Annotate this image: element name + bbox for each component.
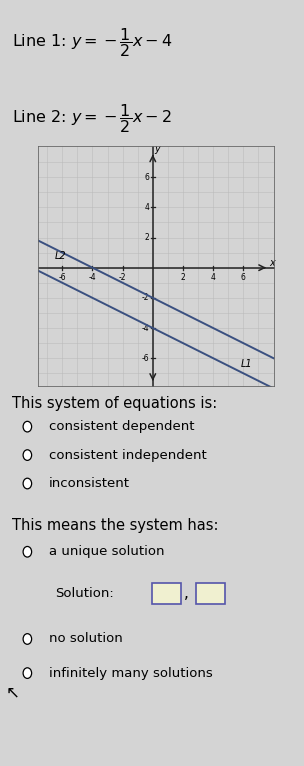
Text: -6: -6 — [141, 354, 149, 362]
Text: 2: 2 — [181, 273, 185, 282]
Text: -4: -4 — [89, 273, 96, 282]
Text: consistent dependent: consistent dependent — [49, 420, 194, 433]
Text: x: x — [269, 258, 275, 268]
Text: -4: -4 — [141, 323, 149, 332]
Text: Solution:: Solution: — [55, 587, 113, 600]
Text: L2: L2 — [55, 251, 66, 261]
Bar — [196, 583, 225, 604]
Bar — [152, 583, 181, 604]
Text: Line 1: $y=-\dfrac{1}{2}x-4$: Line 1: $y=-\dfrac{1}{2}x-4$ — [12, 26, 172, 59]
Circle shape — [23, 450, 32, 460]
Text: -6: -6 — [58, 273, 66, 282]
Text: ,: , — [184, 586, 189, 601]
Text: infinitely many solutions: infinitely many solutions — [49, 666, 212, 679]
Text: consistent independent: consistent independent — [49, 449, 206, 462]
Text: L1: L1 — [240, 359, 252, 369]
Text: 4: 4 — [144, 203, 149, 212]
Text: no solution: no solution — [49, 633, 123, 646]
Text: This system of equations is:: This system of equations is: — [12, 396, 217, 411]
Circle shape — [23, 668, 32, 679]
Text: y: y — [154, 144, 160, 154]
Text: ↖: ↖ — [6, 683, 20, 701]
Circle shape — [23, 421, 32, 432]
Text: 2: 2 — [144, 233, 149, 242]
Circle shape — [23, 478, 32, 489]
Text: 6: 6 — [241, 273, 246, 282]
Text: 6: 6 — [144, 172, 149, 182]
Text: 4: 4 — [211, 273, 216, 282]
Circle shape — [23, 546, 32, 557]
Text: Line 2: $y=-\dfrac{1}{2}x-2$: Line 2: $y=-\dfrac{1}{2}x-2$ — [12, 102, 172, 135]
Text: This means the system has:: This means the system has: — [12, 518, 219, 532]
Bar — [38, 146, 275, 387]
Text: -2: -2 — [142, 293, 149, 303]
Text: a unique solution: a unique solution — [49, 545, 164, 558]
Text: inconsistent: inconsistent — [49, 477, 130, 490]
Circle shape — [23, 633, 32, 644]
Text: -2: -2 — [119, 273, 126, 282]
